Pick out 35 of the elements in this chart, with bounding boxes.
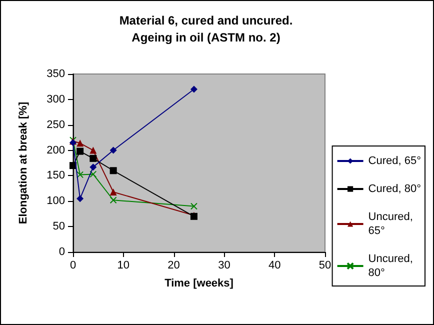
y-tick-label: 350 bbox=[46, 68, 65, 80]
point bbox=[76, 195, 84, 202]
point bbox=[190, 86, 198, 93]
y-axis-title: Elongation at break [%] bbox=[18, 102, 30, 224]
point bbox=[190, 202, 198, 210]
x-tick-label: 20 bbox=[168, 260, 180, 272]
y-tick-label: 250 bbox=[46, 118, 65, 131]
point bbox=[76, 140, 84, 147]
point bbox=[90, 170, 97, 178]
chart-title: Material 6, cured and uncured. Ageing in oil (ASTM no. 2) bbox=[119, 14, 293, 44]
y-tick-label: 200 bbox=[46, 144, 65, 156]
legend-label: Cured, 65° bbox=[368, 155, 422, 167]
legend-label: Uncured, 80° bbox=[368, 253, 413, 279]
point bbox=[110, 196, 117, 204]
point bbox=[90, 154, 97, 162]
point bbox=[76, 148, 84, 155]
y-tick-label: 50 bbox=[52, 220, 65, 233]
point bbox=[110, 188, 117, 196]
x-tick-label: 0 bbox=[70, 260, 76, 272]
y-tick-label: 150 bbox=[46, 170, 65, 182]
x-tick-label: 50 bbox=[318, 260, 332, 272]
y-tick-label: 100 bbox=[46, 195, 65, 208]
y-tick-label: 300 bbox=[46, 93, 65, 106]
y-tick-label: 0 bbox=[58, 246, 65, 258]
point bbox=[110, 146, 117, 154]
point bbox=[90, 146, 97, 154]
x-tick-label: 10 bbox=[117, 260, 130, 272]
point bbox=[110, 167, 117, 174]
point bbox=[90, 164, 97, 171]
x-axis-title: Time [weeks] bbox=[164, 278, 234, 290]
legend-label: Uncured, 65° bbox=[368, 211, 413, 237]
point bbox=[76, 171, 84, 178]
legend-label: Cured, 80° bbox=[368, 183, 422, 195]
x-tick-label: 30 bbox=[218, 260, 230, 272]
x-tick-label: 40 bbox=[268, 260, 281, 272]
